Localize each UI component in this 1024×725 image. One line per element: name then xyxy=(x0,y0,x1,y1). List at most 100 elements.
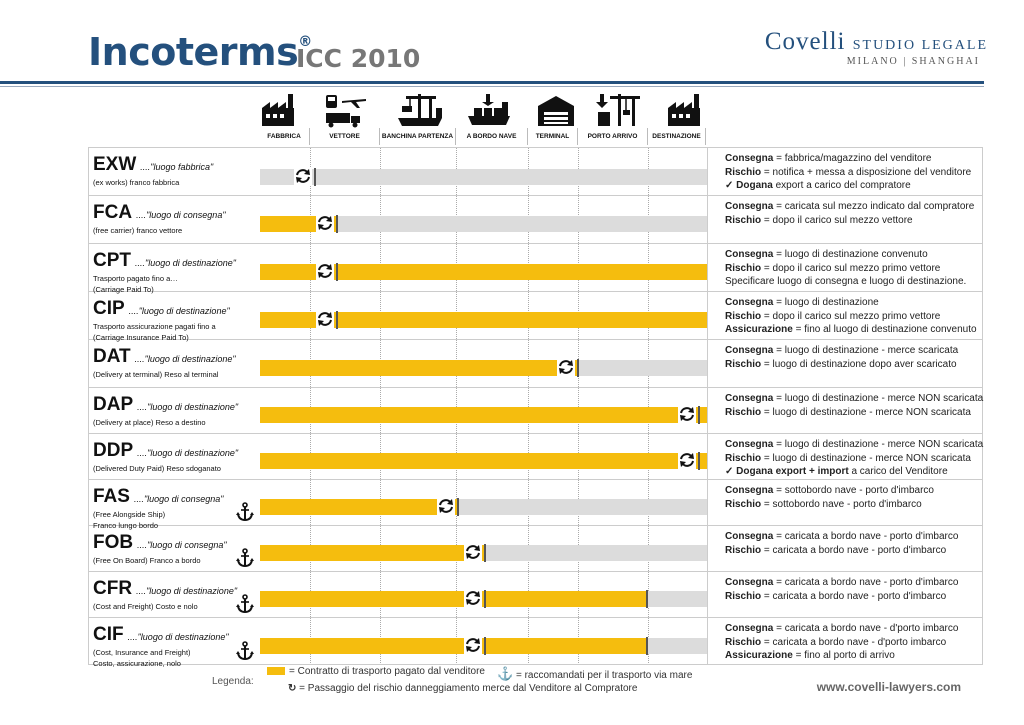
transport-bar xyxy=(260,310,707,329)
legend-fill-text: = Contratto di trasporto pagato dal vend… xyxy=(289,666,485,677)
incoterm-info: Consegna = caricata a bordo nave - porto… xyxy=(707,572,984,617)
incoterm-info: Consegna = luogo di destinazione convenu… xyxy=(707,244,984,291)
incoterm-place: ...."luogo di destinazione" xyxy=(134,354,236,364)
incoterm-code: CPT ...."luogo di destinazione" xyxy=(93,250,236,271)
incoterm-place: ...."luogo di destinazione" xyxy=(137,448,239,458)
transport-paid-fill xyxy=(260,591,647,607)
incoterm-info: Consegna = caricata sul mezzo indicato d… xyxy=(707,196,984,243)
stage-divider xyxy=(380,147,381,665)
transport-paid-fill xyxy=(260,453,707,469)
anchor-icon xyxy=(236,594,254,614)
warehouse-icon xyxy=(538,96,574,126)
incoterm-description: (Free On Board) Franco a bordo xyxy=(93,556,201,565)
footer-url[interactable]: www.covelli-lawyers.com xyxy=(816,680,961,694)
stage-label: BANCHINA PARTENZA xyxy=(380,128,456,145)
risk-transfer-icon xyxy=(678,451,697,469)
incoterm-description: (Free Alongside Ship) Franco lungo bordo xyxy=(93,510,166,530)
info-line: Rischio = caricata a bordo nave - porto … xyxy=(725,590,947,602)
info-line: Assicurazione = fino al luogo di destina… xyxy=(725,324,977,335)
transport-bar xyxy=(260,497,707,516)
incoterm-code: CIF ...."luogo di destinazione" xyxy=(93,624,229,645)
risk-transfer-icon xyxy=(463,543,482,561)
incoterm-place: ...."luogo fabbrica" xyxy=(140,162,214,172)
transport-bar xyxy=(260,167,707,186)
incoterm-place: ...."luogo di destinazione" xyxy=(128,306,230,316)
info-line: Rischio = dopo il carico sul mezzo primo… xyxy=(725,262,941,274)
info-line: Consegna = luogo di destinazione - merce… xyxy=(725,393,984,404)
transport-paid-fill xyxy=(260,545,484,561)
incoterm-row: FOB ...."luogo di consegna" (Free On Board… xyxy=(88,526,983,572)
transport-bar xyxy=(260,214,707,233)
port-crane-icon xyxy=(596,94,640,126)
risk-transfer-tick xyxy=(698,406,701,424)
transport-bar xyxy=(260,262,707,281)
stage-divider xyxy=(456,147,457,665)
risk-transfer-tick xyxy=(335,215,338,233)
risk-transfer-icon xyxy=(293,167,312,185)
info-line: Rischio = notifica + messa a disposizion… xyxy=(725,166,972,178)
anchor-icon xyxy=(236,641,254,661)
transport-bar xyxy=(260,358,707,377)
incoterm-description: Trasporto assicurazione pagati fino a (Ca… xyxy=(93,322,216,342)
cost-transfer-tick xyxy=(645,637,648,655)
info-line: Consegna = fabbrica/magazzino del vendit… xyxy=(725,153,932,164)
info-line: Rischio = caricata a bordo nave - d'port… xyxy=(725,636,947,648)
stage-label: FABBRICA xyxy=(259,128,310,145)
risk-transfer-icon xyxy=(436,497,455,515)
incoterm-info: Consegna = luogo di destinazione Rischio … xyxy=(707,292,984,339)
incoterm-code: DAT ...."luogo di destinazione" xyxy=(93,346,236,367)
legend-risk: ↻ = Passaggio del rischio danneggiamento… xyxy=(288,683,638,694)
header-rule xyxy=(0,81,984,84)
incoterm-info: Consegna = sottobordo nave - porto d'imb… xyxy=(707,480,984,525)
risk-transfer-icon xyxy=(463,589,482,607)
incoterm-info: Consegna = luogo di destinazione - merce… xyxy=(707,340,984,387)
transport-paid-fill xyxy=(260,312,707,328)
incoterm-place: ...."luogo di destinazione" xyxy=(135,258,236,268)
incoterm-code: FCA ...."luogo di consegna" xyxy=(93,202,226,223)
incoterm-code: FAS ...."luogo di consegna" xyxy=(93,486,224,507)
cargo-ship-icon xyxy=(468,94,510,125)
stage-divider xyxy=(310,147,311,665)
transport-bar xyxy=(260,405,707,424)
info-line: Consegna = caricata a bordo nave - d'por… xyxy=(725,623,959,634)
anchor-icon xyxy=(236,548,254,568)
risk-transfer-icon xyxy=(315,262,334,280)
incoterm-info: Consegna = luogo di destinazione - merce… xyxy=(707,388,984,433)
transport-bar xyxy=(260,451,707,470)
risk-transfer-tick xyxy=(698,452,701,470)
info-line: Rischio = luogo di destinazione - merce … xyxy=(725,406,971,418)
incoterm-place: ...."luogo di consegna" xyxy=(137,540,227,550)
incoterm-description: (ex works) franco fabbrica xyxy=(93,178,180,187)
header-rule-thin xyxy=(0,86,984,87)
info-line: Consegna = caricata a bordo nave - porto… xyxy=(725,531,959,542)
customs-stamp-icon: ✓ xyxy=(725,466,737,477)
info-line: Rischio = sottobordo nave - porto d'imba… xyxy=(725,498,922,510)
incoterm-code: FOB ...."luogo di consegna" xyxy=(93,532,227,553)
transport-bar xyxy=(260,543,707,562)
incoterm-row: CPT ...."luogo di destinazione" Trasporto … xyxy=(88,244,984,294)
transport-paid-fill xyxy=(260,360,578,376)
info-line: Assicurazione = fino al porto di arrivo xyxy=(725,650,895,661)
anchor-icon xyxy=(236,502,254,522)
factory-destination-icon xyxy=(668,94,700,126)
incoterm-row: DAP ...."luogo di destinazione" (Delivery … xyxy=(88,388,983,434)
risk-transfer-icon xyxy=(678,405,697,423)
incoterm-place: ...."luogo di destinazione" xyxy=(127,632,229,642)
cost-transfer-tick xyxy=(645,590,648,608)
incoterm-place: ...."luogo di consegna" xyxy=(133,494,224,504)
transport-paid-fill xyxy=(260,638,647,654)
legend-anchor: ⚓ = raccomandati per il trasporto via ma… xyxy=(497,666,693,681)
incoterm-code: DAP ...."luogo di destinazione" xyxy=(93,394,239,415)
port-crane-ship-icon xyxy=(398,94,442,126)
incoterm-row: CIF ...."luogo di destinazione" (Cost, Ins… xyxy=(88,618,984,668)
incoterm-info: Consegna = caricata a bordo nave - d'por… xyxy=(707,618,984,664)
info-line: Consegna = luogo di destinazione - merce… xyxy=(725,439,984,450)
customs-stamp-icon: ✓ xyxy=(725,180,737,191)
transport-bar xyxy=(260,589,707,608)
incoterm-info: Consegna = luogo di destinazione - merce… xyxy=(707,434,984,479)
factory-icon xyxy=(262,94,294,126)
incoterm-description: (Delivery at terminal) Reso al terminal xyxy=(93,370,219,379)
stage-label: PORTO ARRIVO xyxy=(578,128,648,145)
info-line: Consegna = luogo di destinazione xyxy=(725,297,879,308)
stage-label: TERMINAL xyxy=(528,128,578,145)
